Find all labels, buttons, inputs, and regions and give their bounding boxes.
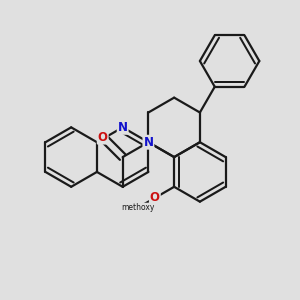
Text: O: O [150,191,160,204]
Text: N: N [143,136,153,149]
Text: methoxy: methoxy [122,203,155,212]
Text: N: N [118,121,128,134]
Text: O: O [98,130,108,144]
